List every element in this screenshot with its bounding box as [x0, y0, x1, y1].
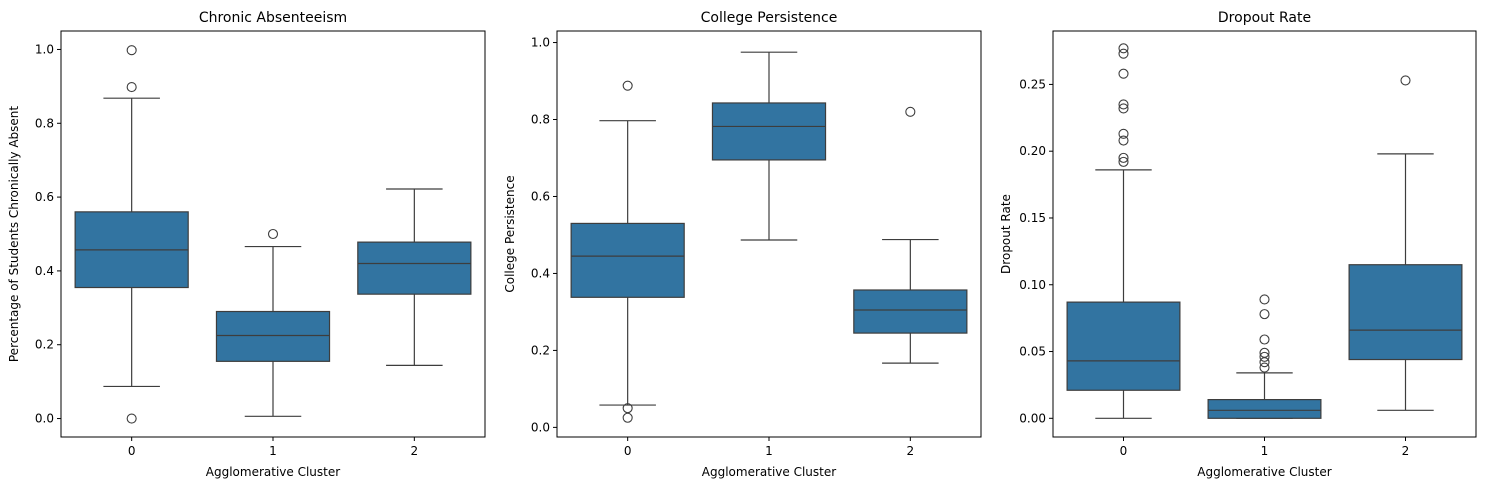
outlier-point: [1259, 294, 1270, 305]
y-tick-label: 0.6: [35, 190, 54, 204]
y-tick-label: 0.8: [35, 116, 54, 130]
chart-panel-1: College Persistence 0.0 0.2 0.4 0.6 0.8 1.0 0 1 2…: [503, 10, 982, 479]
outlier-point: [1118, 103, 1129, 114]
y-tick-label: 0.05: [1019, 345, 1046, 359]
y-tick-label: 1.0: [35, 42, 54, 56]
box-cluster-0: [570, 80, 685, 423]
box-cluster-0: [74, 45, 189, 424]
x-tick-label: 1: [269, 444, 277, 458]
iqr-box: [357, 241, 472, 295]
outlier-point: [1118, 135, 1129, 146]
outlier-point: [1118, 152, 1129, 163]
y-axis-label: Dropout Rate: [999, 194, 1013, 274]
y-tick-label: 0.4: [35, 264, 54, 278]
outlier-point: [1259, 347, 1270, 358]
x-axis-label: Agglomerative Cluster: [1197, 465, 1331, 479]
box-cluster-1: [1207, 294, 1322, 419]
box-cluster-1: [711, 51, 827, 241]
outlier-point: [1259, 357, 1270, 368]
outlier-point: [1118, 156, 1129, 167]
outlier-point: [622, 403, 633, 414]
x-tick-label: 1: [765, 444, 773, 458]
outlier-point: [1118, 43, 1129, 54]
outlier-point: [126, 413, 137, 424]
y-tick-label: 0.4: [531, 266, 550, 280]
y-tick-label: 0.00: [1019, 411, 1046, 425]
x-axis-label: Agglomerative Cluster: [702, 465, 836, 479]
y-tick-label: 0.6: [531, 189, 550, 203]
y-axis-label: College Persistence: [503, 175, 517, 292]
outlier-point: [1259, 309, 1270, 320]
box-cluster-2: [357, 188, 472, 366]
outlier-point: [126, 45, 137, 56]
x-tick-label: 0: [1120, 444, 1128, 458]
iqr-box: [711, 102, 827, 161]
box-cluster-2: [853, 106, 968, 364]
y-tick-label: 0.2: [531, 343, 550, 357]
y-tick-label: 0.10: [1019, 278, 1046, 292]
box-cluster-1: [215, 228, 331, 417]
box-cluster-0: [1066, 43, 1181, 419]
outlier-point: [1259, 362, 1270, 373]
plot-frame: [1052, 30, 1477, 438]
y-tick-label: 0.8: [531, 113, 550, 127]
chart-panel-2: Dropout Rate 0.00 0.05 0.10 0.15 0.20 0.25 0 1 2 A…: [999, 10, 1477, 479]
outlier-point: [622, 80, 633, 91]
outlier-point: [905, 106, 916, 117]
outlier-point: [1259, 351, 1270, 362]
y-tick-label: 0.0: [35, 412, 54, 426]
outlier-point: [126, 82, 137, 93]
x-tick-label: 2: [907, 444, 915, 458]
chart-title: Dropout Rate: [1218, 10, 1311, 26]
x-tick-label: 2: [411, 444, 419, 458]
chart-title: Chronic Absenteeism: [199, 10, 347, 26]
x-tick-label: 2: [1402, 444, 1410, 458]
iqr-box: [1348, 264, 1463, 361]
y-axis-label: Percentage of Students Chronically Absen…: [7, 106, 21, 363]
plot-frame: [556, 30, 982, 438]
x-tick-label: 0: [624, 444, 632, 458]
chart-title: College Persistence: [701, 10, 838, 26]
x-axis-label: Agglomerative Cluster: [206, 465, 340, 479]
y-tick-label: 0.0: [531, 420, 550, 434]
iqr-box: [1207, 399, 1322, 419]
outlier-point: [622, 412, 633, 423]
outlier-point: [1259, 334, 1270, 345]
x-tick-label: 0: [128, 444, 136, 458]
outlier-point: [267, 228, 279, 240]
plot-frame: [60, 30, 486, 438]
y-tick-label: 0.15: [1019, 211, 1046, 225]
outlier-point: [1118, 68, 1129, 79]
y-tick-label: 0.2: [35, 338, 54, 352]
y-tick-label: 0.20: [1019, 144, 1046, 158]
outlier-point: [1118, 128, 1129, 139]
iqr-box: [1066, 301, 1181, 391]
outlier-point: [1118, 99, 1129, 110]
chart-panel-0: Chronic Absenteeism 0.0 0.2 0.4 0.6 0.8 1.0 0 1 2…: [7, 10, 486, 479]
outlier-point: [1400, 75, 1411, 86]
y-tick-label: 0.25: [1019, 77, 1046, 91]
outlier-point: [1118, 48, 1129, 59]
iqr-box: [570, 222, 685, 298]
x-tick-label: 1: [1261, 444, 1269, 458]
y-tick-label: 1.0: [531, 36, 550, 50]
iqr-box: [215, 310, 331, 362]
box-cluster-2: [1348, 75, 1463, 411]
iqr-box: [853, 289, 968, 334]
